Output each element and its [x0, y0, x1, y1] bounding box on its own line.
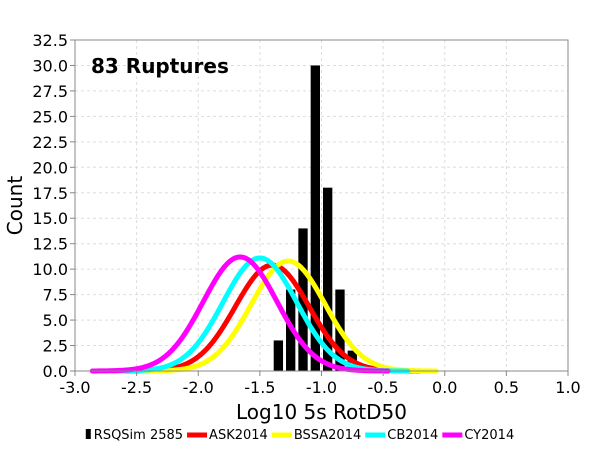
y-axis-title: Count — [3, 176, 27, 236]
y-tick-label: 30.0 — [32, 56, 68, 75]
curve-cy2014 — [89, 254, 391, 374]
x-tick-label: 0.0 — [432, 378, 457, 397]
x-axis: -3.0 -2.5 -2.0 -1.5 -1.0 -0.5 0.0 0.5 1.0 — [59, 371, 581, 397]
y-tick-label: 5.0 — [43, 311, 68, 330]
histogram-bar — [323, 187, 333, 371]
y-tick-label: 22.5 — [32, 133, 68, 152]
legend-item: RSQSim 2585 — [85, 428, 183, 443]
y-tick-label: 12.5 — [32, 235, 68, 254]
legend-swatch — [85, 429, 91, 439]
legend-item: CY2014 — [442, 428, 514, 443]
legend-label: ASK2014 — [209, 428, 268, 443]
legend-label: CB2014 — [387, 428, 438, 443]
legend-label: CY2014 — [464, 428, 514, 443]
y-tick-label: 27.5 — [32, 82, 68, 101]
legend-item: ASK2014 — [187, 428, 268, 443]
y-tick-label: 25.0 — [32, 107, 68, 126]
histogram-bar — [273, 340, 284, 371]
y-tick-label: 2.5 — [43, 337, 68, 356]
legend: RSQSim 2585 ASK2014 BSSA2014 CB2014 CY2014 — [85, 428, 514, 443]
x-tick-label: -0.5 — [368, 378, 399, 397]
x-tick-label: -2.0 — [183, 378, 214, 397]
y-tick-label: 20.0 — [32, 158, 68, 177]
legend-item: CB2014 — [365, 428, 438, 443]
curve-cb2014 — [109, 255, 411, 374]
legend-label: RSQSim 2585 — [94, 428, 183, 443]
x-tick-label: -3.0 — [59, 378, 90, 397]
y-tick-label: 7.5 — [43, 286, 68, 305]
legend-label: BSSA2014 — [294, 428, 361, 443]
legend-item: BSSA2014 — [271, 428, 361, 443]
x-tick-label: -1.5 — [244, 378, 275, 397]
distribution-curves — [89, 254, 439, 374]
x-tick-label: -2.5 — [121, 378, 152, 397]
y-axis: 0.0 2.5 5.0 7.5 10.0 12.5 15.0 17.5 20.0 22.5 25.0… — [32, 31, 75, 381]
x-axis-title: Log10 5s RotD50 — [236, 400, 407, 424]
y-tick-label: 32.5 — [32, 31, 68, 50]
y-tick-label: 10.0 — [32, 260, 68, 279]
x-tick-label: 0.5 — [494, 378, 519, 397]
curve-bssa2014 — [137, 258, 439, 374]
y-tick-label: 0.0 — [43, 362, 68, 381]
y-tick-label: 15.0 — [32, 209, 68, 228]
histogram-bar — [310, 65, 320, 371]
chart-annotation: 83 Ruptures — [91, 54, 229, 78]
x-tick-label: 1.0 — [555, 378, 580, 397]
x-tick-label: -1.0 — [306, 378, 337, 397]
y-tick-label: 17.5 — [32, 184, 68, 203]
